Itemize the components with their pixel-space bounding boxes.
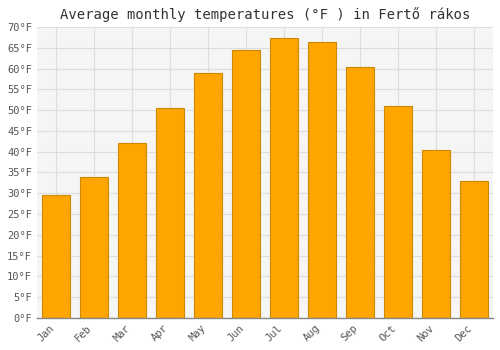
Bar — [42, 195, 70, 318]
Title: Average monthly temperatures (°F ) in Fertő rákos: Average monthly temperatures (°F ) in Fe… — [60, 7, 470, 22]
Bar — [308, 42, 336, 318]
Bar — [118, 144, 146, 318]
Bar — [384, 106, 412, 318]
Bar — [460, 181, 488, 318]
Bar — [156, 108, 184, 318]
Bar — [194, 73, 222, 318]
Bar — [80, 177, 108, 318]
Bar — [346, 66, 374, 318]
Bar — [270, 37, 298, 318]
Bar — [422, 150, 450, 318]
Bar — [232, 50, 260, 318]
